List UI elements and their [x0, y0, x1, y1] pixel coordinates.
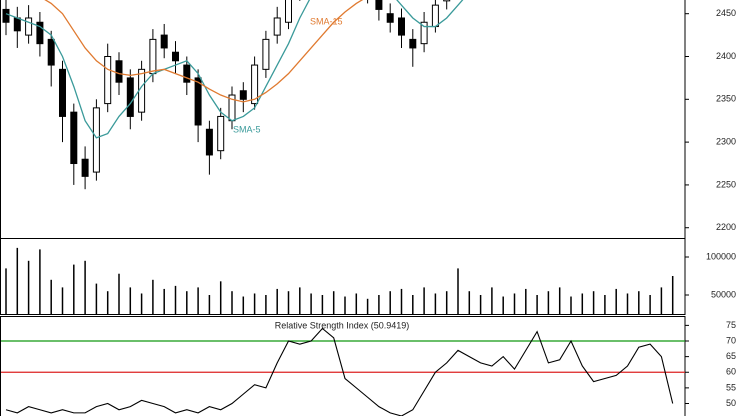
candle-body — [273, 17, 281, 36]
candle-body — [285, 0, 292, 23]
y-tick-label: 2450 — [716, 8, 736, 18]
volume-panel — [0, 238, 686, 315]
moving-average — [44, 0, 364, 103]
candle-body — [47, 38, 55, 66]
candle-body — [431, 4, 439, 28]
y-tick-label: 2250 — [716, 179, 736, 189]
candle-body — [59, 68, 66, 117]
rsi-line — [5, 327, 674, 416]
candle-body — [172, 51, 179, 62]
y-tick-label: 100000 — [706, 251, 736, 261]
candle-body — [104, 56, 112, 105]
candle-body — [81, 158, 89, 177]
y-tick-label: 70 — [726, 335, 736, 345]
candle-body — [70, 111, 78, 165]
candle-body — [386, 13, 394, 23]
candle-body — [36, 21, 44, 45]
candle-body — [239, 90, 247, 100]
candle-body — [205, 128, 213, 156]
y-tick-label: 50 — [726, 398, 736, 408]
y-tick-label: 2200 — [716, 222, 736, 232]
candle-body — [398, 17, 405, 36]
y-tick-label: 2400 — [716, 51, 736, 61]
legend-label: SMA-15 — [310, 16, 343, 26]
candle-body — [183, 64, 191, 83]
candle-body — [375, 0, 383, 10]
candle-body — [25, 17, 33, 36]
moving-average — [5, 0, 464, 139]
candle-body — [262, 38, 270, 70]
y-tick-label: 75 — [726, 320, 736, 330]
y-tick-label: 2350 — [716, 94, 736, 104]
price-plot — [2, 0, 464, 190]
price-panel — [0, 0, 686, 239]
legend-label: SMA-5 — [233, 124, 261, 134]
candle-body — [251, 64, 259, 105]
candle-body — [409, 38, 417, 49]
y-tick-label: 2300 — [716, 136, 736, 146]
candle-body — [420, 21, 428, 45]
candle-body — [160, 34, 168, 49]
rsi-title: Relative Strength Index (50.9419) — [275, 320, 410, 330]
candle-body — [194, 77, 202, 126]
candle-body — [115, 60, 123, 83]
y-tick-label: 65 — [726, 351, 736, 361]
rsi-panel — [0, 316, 686, 416]
candle-body — [149, 38, 157, 75]
candle-body — [443, 0, 451, 2]
candle-body — [13, 17, 21, 32]
y-tick-label: 55 — [726, 382, 736, 392]
candle-body — [92, 107, 100, 173]
candle-body — [2, 8, 10, 23]
y-tick-label: 60 — [726, 367, 736, 377]
y-tick-label: 50000 — [711, 289, 736, 299]
candle-body — [217, 115, 225, 152]
candle-body — [126, 77, 134, 117]
